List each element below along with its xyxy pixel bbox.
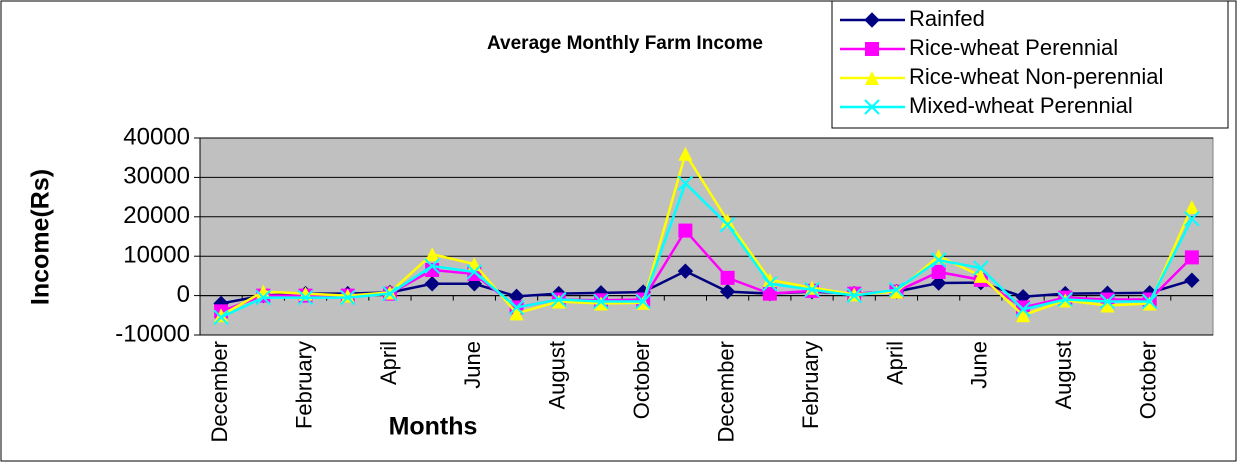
marker	[1100, 298, 1115, 313]
x-tick-label: February	[291, 341, 316, 429]
marker	[1015, 301, 1031, 318]
marker	[762, 276, 778, 292]
marker	[930, 252, 947, 268]
marker	[804, 281, 820, 298]
legend-marker	[864, 12, 880, 28]
marker	[719, 283, 736, 300]
marker	[846, 287, 862, 304]
marker	[973, 260, 989, 276]
marker	[719, 216, 736, 233]
x-tick-label: October	[629, 341, 654, 419]
marker	[1184, 272, 1200, 288]
marker	[508, 299, 525, 316]
marker	[1016, 308, 1031, 323]
y-tick-label: 20000	[123, 202, 190, 229]
y-tick-label: 30000	[123, 163, 190, 190]
y-tick-label: 0	[177, 281, 190, 308]
y-tick-label: 10000	[123, 242, 190, 269]
marker	[930, 275, 947, 291]
marker	[1099, 293, 1116, 310]
marker	[635, 293, 651, 310]
x-tick-label: August	[545, 341, 570, 410]
marker	[1142, 296, 1157, 311]
y-tick-label: 40000	[123, 123, 190, 150]
x-tick-label: June	[967, 341, 992, 389]
legend-label: Rice-wheat Perennial	[909, 35, 1118, 60]
marker	[214, 308, 229, 323]
x-tick-label: April	[882, 341, 907, 385]
x-tick-label: February	[798, 341, 823, 429]
legend-marker	[865, 71, 879, 85]
marker	[889, 284, 904, 299]
marker	[888, 281, 905, 298]
marker	[255, 289, 272, 306]
legend-marker	[865, 42, 879, 56]
marker	[340, 288, 355, 303]
marker	[720, 213, 735, 228]
marker	[509, 306, 524, 321]
x-tick-label: December	[207, 341, 232, 442]
series-line	[220, 181, 1194, 319]
legend-label: Rainfed	[909, 6, 985, 31]
marker	[678, 223, 693, 238]
legend-marker	[864, 99, 880, 115]
marker	[551, 291, 567, 308]
marker	[973, 268, 988, 283]
marker	[677, 263, 694, 279]
marker	[425, 247, 440, 262]
marker	[593, 296, 608, 311]
x-tick-label: August	[1051, 341, 1076, 410]
marker	[424, 276, 440, 292]
marker	[677, 175, 694, 192]
x-tick-label: December	[713, 341, 738, 442]
y-tick-label: -10000	[115, 320, 190, 347]
series-line	[220, 150, 1194, 317]
x-tick-label: October	[1136, 341, 1161, 419]
marker	[466, 264, 483, 280]
marker	[213, 309, 229, 325]
marker	[1184, 199, 1199, 214]
marker	[424, 258, 440, 274]
marker	[931, 264, 946, 279]
y-axis-title: Income(Rs)	[27, 169, 55, 305]
marker	[678, 146, 693, 161]
marker	[297, 289, 314, 306]
marker	[1184, 250, 1199, 265]
x-tick-label: June	[460, 341, 485, 389]
marker	[720, 270, 735, 285]
legend-label: Rice-wheat Non-perennial	[909, 64, 1163, 89]
marker	[551, 294, 566, 309]
marker	[762, 286, 777, 301]
marker	[1141, 293, 1158, 310]
x-tick-label: April	[376, 341, 401, 385]
marker	[382, 285, 398, 302]
marker	[593, 293, 609, 310]
legend-label: Mixed-wheat Perennial	[909, 93, 1133, 118]
legend: Rainfed Rice-wheat Perennial Rice-wheat No…	[831, 0, 1229, 129]
x-axis-title: Months	[389, 413, 478, 441]
marker	[1057, 291, 1073, 308]
marker	[340, 289, 356, 306]
marker	[1184, 211, 1200, 227]
chart-title: Average Monthly Farm Income	[487, 33, 763, 54]
